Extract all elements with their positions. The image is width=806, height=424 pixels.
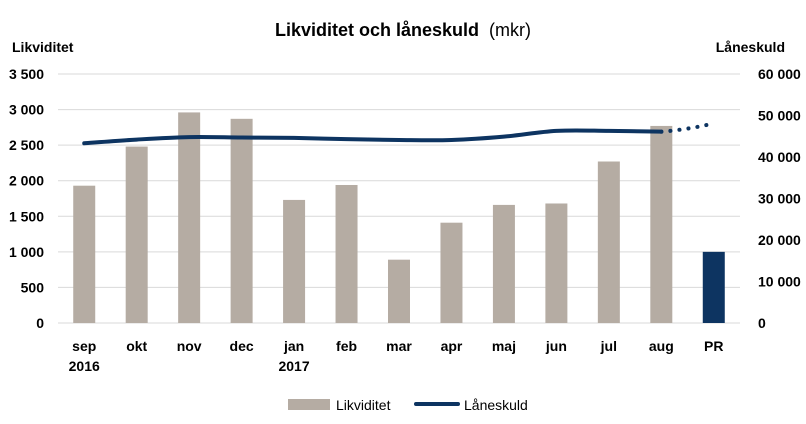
category-label: jun [545,338,567,354]
left-tick-label: 3 000 [9,102,44,118]
category-sublabel: 2016 [69,358,100,374]
bar-maj [492,204,515,323]
legend-label-laneskuld: Låneskuld [464,397,528,413]
bar-nov [178,112,201,323]
bar-okt [125,146,148,323]
category-label: sep [72,338,96,354]
category-label: okt [126,338,147,354]
bar-sep [73,185,96,323]
bar-jul [597,161,620,323]
category-sublabel: 2017 [278,358,309,374]
category-label: PR [704,338,723,354]
bar-feb [335,184,358,323]
bar-jan [283,199,306,323]
right-axis-ticks: 0 10 000 20 000 30 000 40 000 50 000 60 000 [758,66,801,331]
right-tick-label: 60 000 [758,66,801,82]
left-tick-label: 2 000 [9,173,44,189]
line-series [82,121,716,146]
legend: Likviditet Låneskuld [288,397,528,413]
bar-aug [650,125,673,323]
gridlines [58,73,740,324]
right-tick-label: 20 000 [758,232,801,248]
right-tick-label: 30 000 [758,191,801,207]
left-tick-label: 3 500 [9,66,44,82]
bar-dec [230,118,253,323]
category-label: jan [283,338,304,354]
left-tick-label: 0 [36,315,44,331]
laneskuld-projection [659,121,716,134]
chart-title: Likviditet och låneskuld (mkr) [275,20,531,40]
right-tick-label: 40 000 [758,149,801,165]
category-label: mar [386,338,412,354]
category-label: apr [441,338,463,354]
bar-series [73,112,725,323]
category-label: nov [177,338,202,354]
left-tick-label: 1 000 [9,244,44,260]
category-label: jul [600,338,617,354]
chart-title-unit: (mkr) [489,20,531,40]
category-label: feb [336,338,357,354]
laneskuld-line [82,128,664,146]
category-axis: sep 2016 okt nov dec jan 2017 feb mar apr maj jun ju… [69,338,724,374]
right-tick-label: 10 000 [758,274,801,290]
category-label: maj [492,338,516,354]
left-tick-label: 1 500 [9,208,44,224]
category-label: dec [230,338,254,354]
bar-jun [545,203,568,323]
bar-mar [388,259,410,323]
left-axis-ticks: 0 500 1 000 1 500 2 000 2 500 3 000 3 500 [9,66,44,331]
legend-label-likviditet: Likviditet [336,397,391,413]
right-tick-label: 0 [758,315,766,331]
bar-PR [702,251,725,323]
legend-swatch-likviditet [288,399,330,410]
bar-apr [440,222,463,323]
right-axis-title: Låneskuld [716,39,785,55]
category-label: aug [649,338,674,354]
left-axis-title: Likviditet [12,39,74,55]
left-tick-label: 500 [21,279,45,295]
chart-title-main: Likviditet och låneskuld [275,20,479,40]
left-tick-label: 2 500 [9,137,44,153]
right-tick-label: 50 000 [758,108,801,124]
